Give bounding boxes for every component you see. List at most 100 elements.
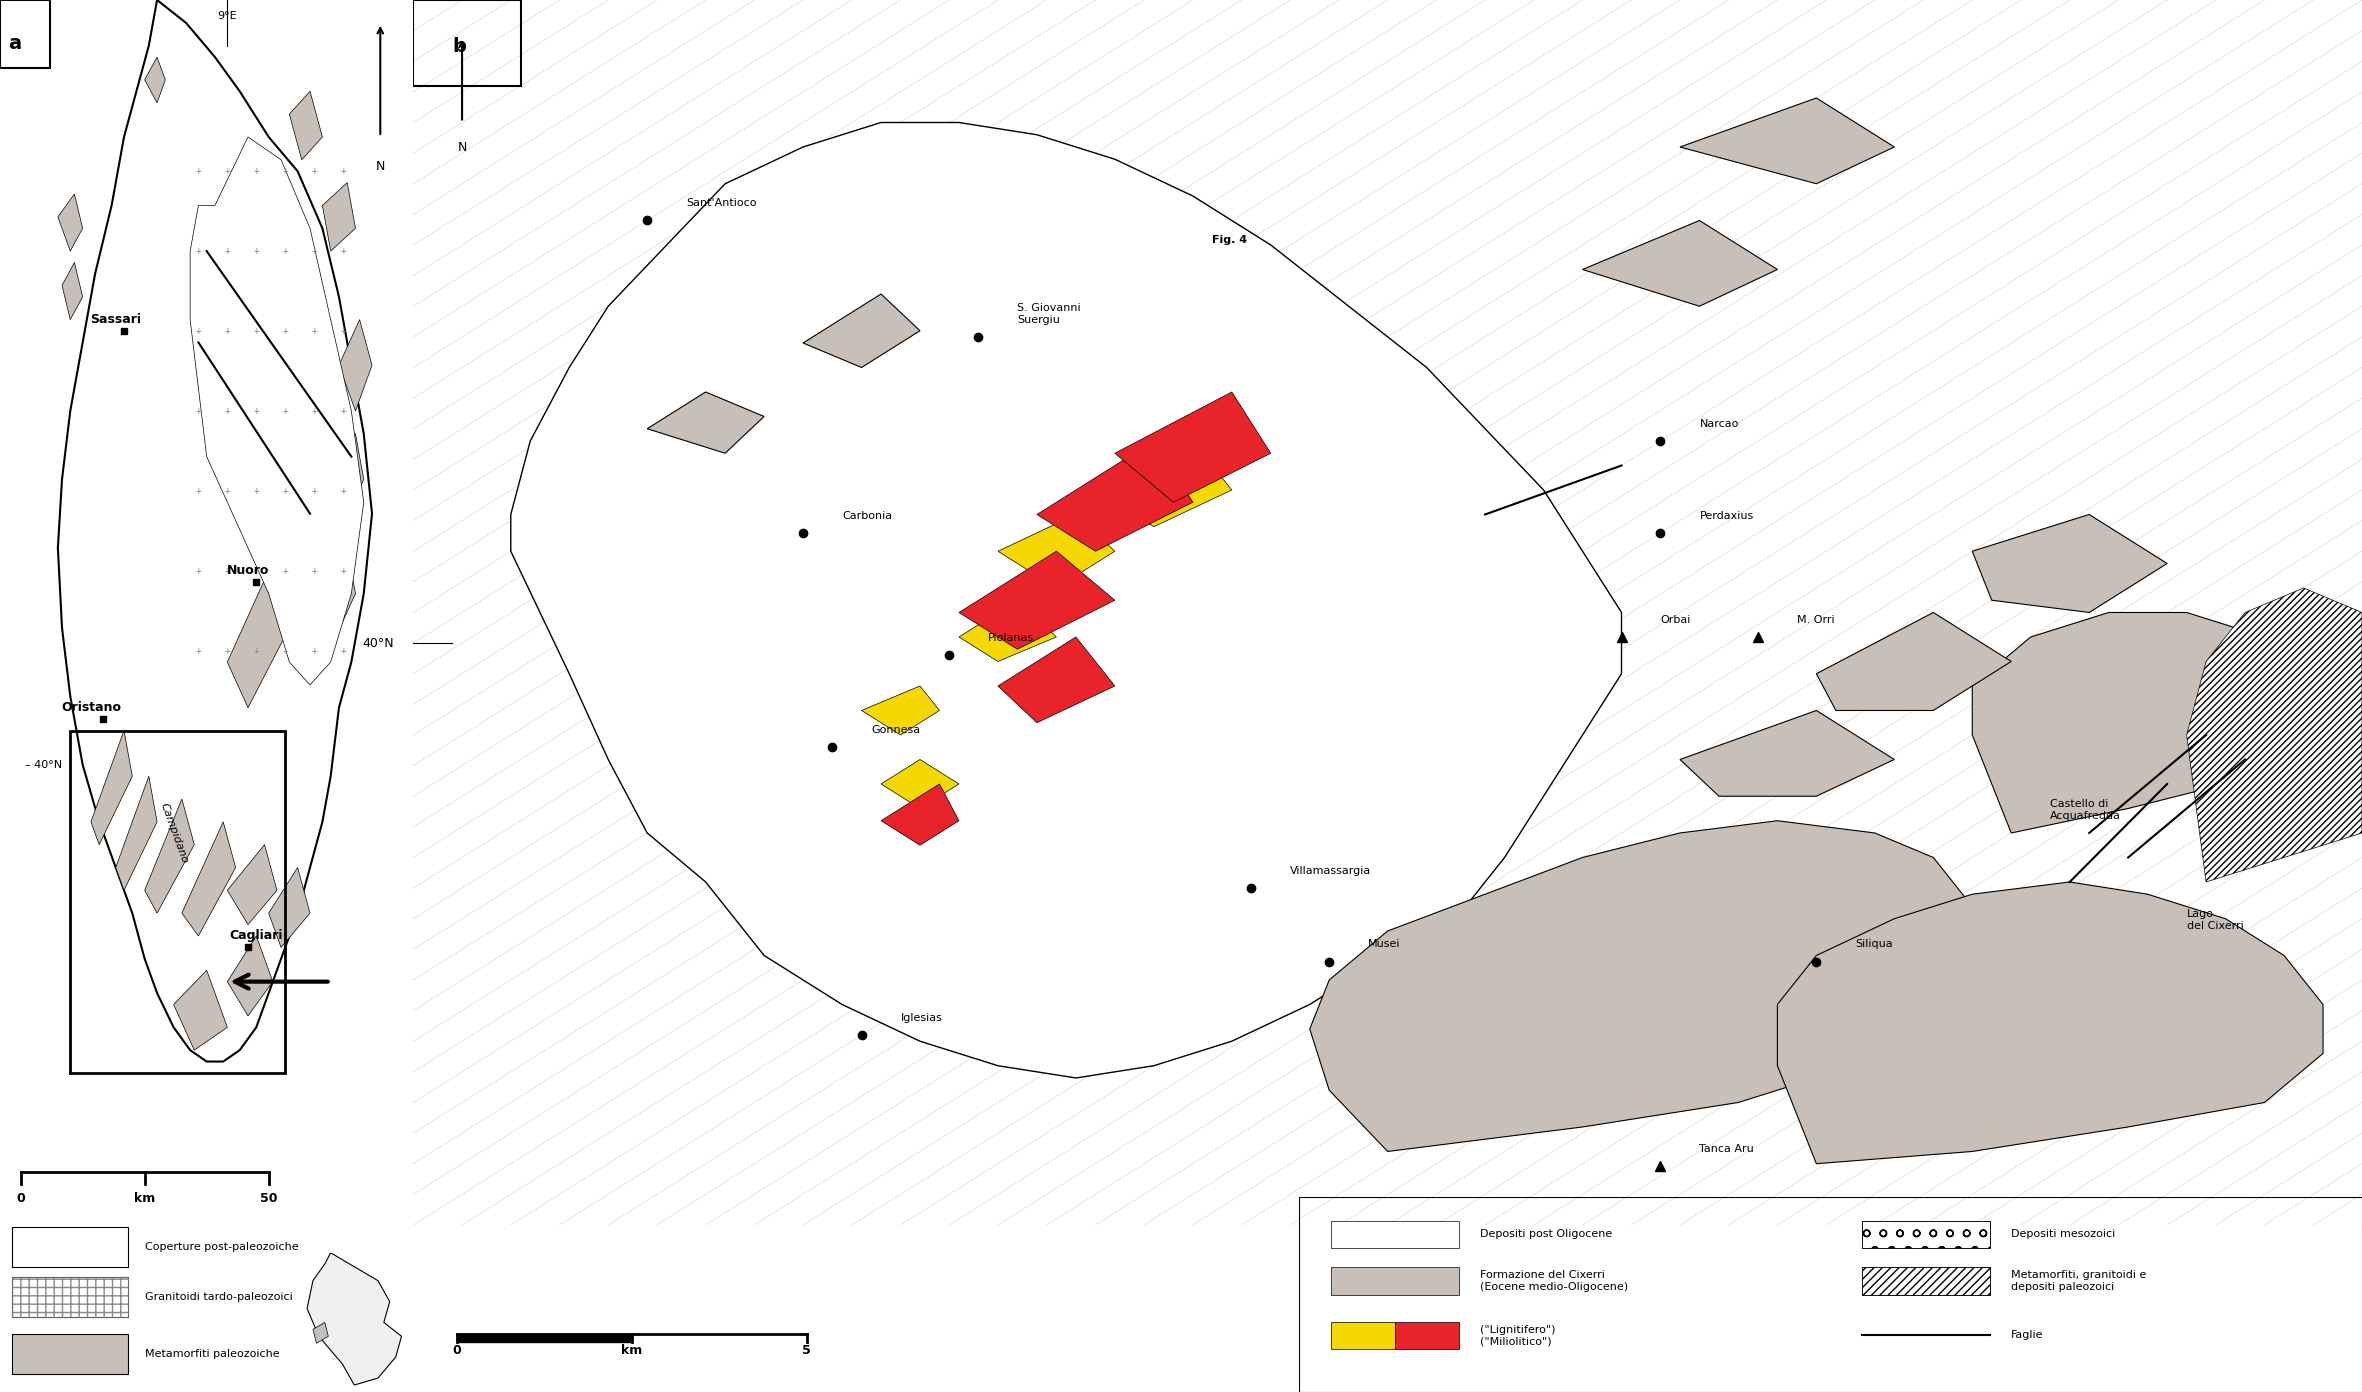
Bar [1861, 1267, 1989, 1295]
Polygon shape [881, 760, 959, 809]
Polygon shape [227, 571, 288, 707]
Text: +: + [224, 486, 229, 496]
Text: +: + [340, 646, 345, 656]
Text: +: + [283, 406, 288, 416]
Bar [12, 1335, 128, 1374]
Text: M. Orri: M. Orri [1797, 615, 1835, 625]
Polygon shape [307, 1253, 402, 1385]
Bar [1861, 1221, 1989, 1247]
Text: Iglesias: Iglesias [900, 1013, 942, 1023]
Polygon shape [321, 548, 354, 639]
Text: km: km [135, 1192, 156, 1204]
Polygon shape [959, 600, 1056, 661]
Polygon shape [647, 393, 763, 454]
Polygon shape [2187, 587, 2362, 883]
Text: Sant'Antioco: Sant'Antioco [685, 198, 756, 209]
Text: 5: 5 [803, 1345, 810, 1357]
Text: +: + [312, 565, 317, 576]
Text: +: + [253, 646, 260, 656]
Polygon shape [144, 57, 165, 103]
Text: Siliqua: Siliqua [1857, 940, 1892, 949]
Text: Granitoidi tardo-paleozoici: Granitoidi tardo-paleozoici [144, 1292, 293, 1302]
Text: Villamassargia: Villamassargia [1290, 866, 1372, 876]
Text: Metamorfiti paleozoiche: Metamorfiti paleozoiche [144, 1349, 279, 1360]
Text: 50: 50 [260, 1192, 276, 1204]
Polygon shape [1309, 821, 1972, 1151]
Polygon shape [331, 434, 364, 525]
Polygon shape [997, 638, 1115, 722]
Text: b: b [451, 36, 465, 56]
Text: Sassari: Sassari [90, 313, 142, 326]
Text: +: + [312, 486, 317, 496]
Text: +: + [283, 326, 288, 335]
Polygon shape [288, 92, 321, 160]
Polygon shape [1037, 441, 1193, 551]
Polygon shape [172, 970, 227, 1050]
Text: +: + [196, 486, 201, 496]
Bar [0, 0, 50, 68]
Text: Cagliari: Cagliari [229, 930, 283, 942]
Text: Fig. 4: Fig. 4 [1212, 235, 1247, 245]
Text: +: + [340, 166, 345, 177]
Polygon shape [959, 551, 1115, 649]
Bar [1332, 1322, 1394, 1349]
Polygon shape [1583, 220, 1776, 306]
Text: +: + [312, 406, 317, 416]
Text: N: N [376, 160, 385, 173]
Text: Gonnesa: Gonnesa [872, 725, 921, 735]
Text: 40°N: 40°N [361, 636, 394, 650]
Polygon shape [321, 182, 354, 251]
Polygon shape [338, 320, 373, 411]
Text: Perdaxius: Perdaxius [1701, 511, 1753, 521]
Text: +: + [340, 486, 345, 496]
Bar [12, 1276, 128, 1317]
Text: +: + [340, 565, 345, 576]
Bar [12, 1226, 128, 1267]
Text: +: + [196, 406, 201, 416]
Text: Orbai: Orbai [1660, 615, 1691, 625]
Text: Nuoro: Nuoro [227, 564, 269, 578]
Text: Campidano: Campidano [158, 802, 189, 864]
Text: +: + [196, 646, 201, 656]
Bar [12, 1276, 128, 1317]
Text: Metamorfiti, granitoidi e
depositi paleozoici: Metamorfiti, granitoidi e depositi paleo… [2010, 1270, 2147, 1292]
Text: Coperture post-paleozoiche: Coperture post-paleozoiche [144, 1242, 298, 1251]
Polygon shape [312, 1322, 328, 1343]
Text: Musei: Musei [1368, 940, 1401, 949]
Text: Depositi post Oligocene: Depositi post Oligocene [1479, 1229, 1611, 1239]
Text: +: + [283, 486, 288, 496]
Text: +: + [224, 646, 229, 656]
Polygon shape [182, 821, 236, 935]
Polygon shape [61, 263, 83, 320]
Text: Faglie: Faglie [2010, 1331, 2043, 1340]
Text: +: + [340, 326, 345, 335]
Polygon shape [1679, 97, 1894, 184]
Text: +: + [196, 246, 201, 256]
Bar [71, 731, 286, 1073]
Text: +: + [283, 565, 288, 576]
Text: +: + [196, 326, 201, 335]
Polygon shape [1972, 515, 2168, 612]
Bar [1332, 1221, 1460, 1247]
Text: – 40°N: – 40°N [24, 760, 61, 770]
Text: +: + [253, 246, 260, 256]
Polygon shape [227, 935, 272, 1016]
Polygon shape [269, 867, 309, 948]
Text: S. Giovanni
Suergiu: S. Giovanni Suergiu [1018, 303, 1082, 324]
Text: +: + [253, 486, 260, 496]
Text: +: + [312, 166, 317, 177]
Text: +: + [312, 246, 317, 256]
Polygon shape [57, 0, 373, 1062]
Polygon shape [1096, 441, 1233, 526]
Polygon shape [997, 515, 1115, 587]
Polygon shape [510, 122, 1620, 1077]
Polygon shape [116, 777, 156, 891]
Polygon shape [1972, 612, 2303, 832]
Text: +: + [283, 166, 288, 177]
Text: ("Lignitifero")
("Miliolitico"): ("Lignitifero") ("Miliolitico") [1479, 1325, 1554, 1346]
Text: 0: 0 [17, 1192, 26, 1204]
Text: Formazione del Cixerri
(Eocene medio-Oligocene): Formazione del Cixerri (Eocene medio-Oli… [1479, 1270, 1627, 1292]
Polygon shape [1115, 393, 1271, 503]
Polygon shape [227, 845, 276, 924]
Text: Lago
del Cixerri: Lago del Cixerri [2187, 909, 2244, 931]
